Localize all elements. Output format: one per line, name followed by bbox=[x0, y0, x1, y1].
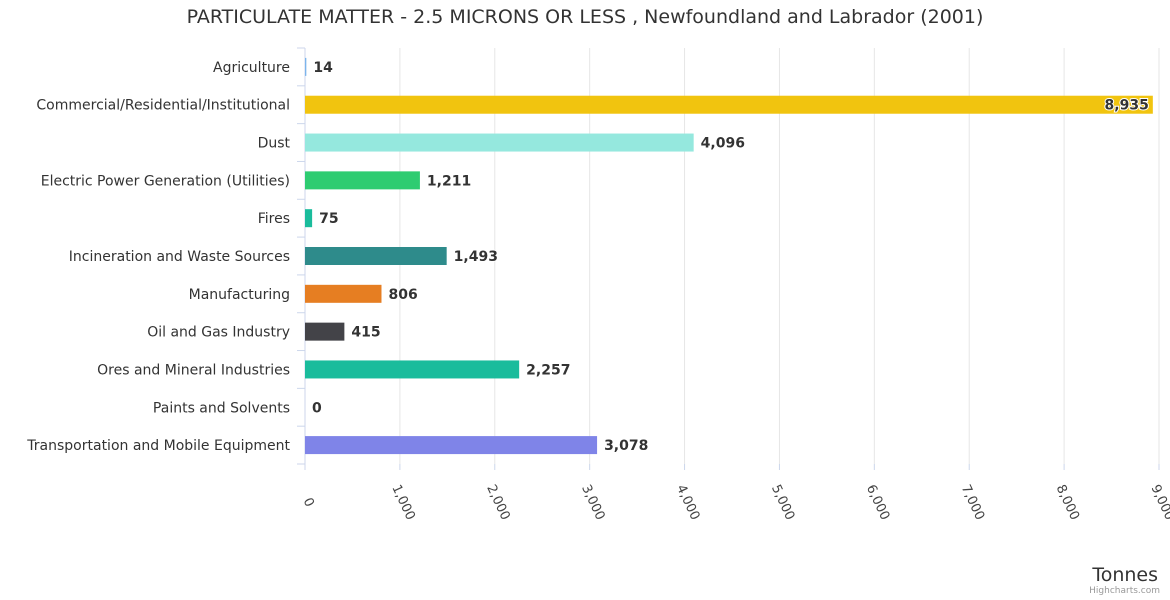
x-tick-label: 2,000 bbox=[483, 482, 512, 522]
category-label: Ores and Mineral Industries bbox=[97, 362, 290, 378]
data-label: 415 bbox=[351, 325, 380, 341]
category-label: Dust bbox=[258, 136, 291, 152]
x-tick-label: 6,000 bbox=[863, 482, 892, 522]
axis-unit-label: Tonnes bbox=[1092, 564, 1158, 586]
data-label: 1,493 bbox=[454, 249, 498, 265]
data-label: 2,257 bbox=[526, 362, 570, 378]
bar bbox=[305, 436, 598, 455]
data-label: 3,078 bbox=[604, 438, 648, 454]
bar bbox=[305, 360, 520, 379]
x-tick-label: 7,000 bbox=[958, 482, 987, 522]
category-label: Commercial/Residential/Institutional bbox=[36, 98, 290, 114]
data-label: 8,935 bbox=[1105, 98, 1149, 114]
bar bbox=[305, 95, 1153, 114]
category-label: Paints and Solvents bbox=[153, 400, 290, 416]
x-tick-label: 5,000 bbox=[768, 482, 797, 522]
data-label: 1,211 bbox=[427, 173, 471, 189]
category-label: Incineration and Waste Sources bbox=[69, 249, 290, 265]
data-label: 4,096 bbox=[701, 136, 745, 152]
category-label: Transportation and Mobile Equipment bbox=[26, 438, 290, 454]
bar bbox=[305, 322, 345, 341]
bar bbox=[305, 57, 307, 76]
credits-link[interactable]: Highcharts.com bbox=[1089, 586, 1160, 596]
bar bbox=[305, 171, 420, 190]
bar bbox=[305, 284, 382, 303]
bar bbox=[305, 247, 447, 265]
bar bbox=[305, 133, 694, 152]
x-tick-label: 8,000 bbox=[1053, 482, 1082, 522]
category-label: Electric Power Generation (Utilities) bbox=[41, 173, 290, 189]
data-label: 75 bbox=[319, 211, 338, 227]
category-label: Oil and Gas Industry bbox=[147, 325, 290, 341]
x-tick-label: 0 bbox=[300, 496, 317, 510]
x-tick-label: 1,000 bbox=[388, 482, 417, 522]
category-label: Agriculture bbox=[213, 60, 290, 76]
x-tick-label: 9,000 bbox=[1148, 482, 1170, 522]
data-label: 14 bbox=[313, 60, 333, 76]
category-label: Fires bbox=[258, 211, 290, 227]
chart-title: PARTICULATE MATTER - 2.5 MICRONS OR LESS… bbox=[186, 6, 984, 28]
x-tick-label: 4,000 bbox=[673, 482, 702, 522]
category-label: Manufacturing bbox=[189, 287, 290, 303]
bar bbox=[305, 209, 313, 228]
data-label: 0 bbox=[312, 400, 322, 416]
x-tick-label: 3,000 bbox=[578, 482, 607, 522]
data-label: 806 bbox=[388, 287, 417, 303]
